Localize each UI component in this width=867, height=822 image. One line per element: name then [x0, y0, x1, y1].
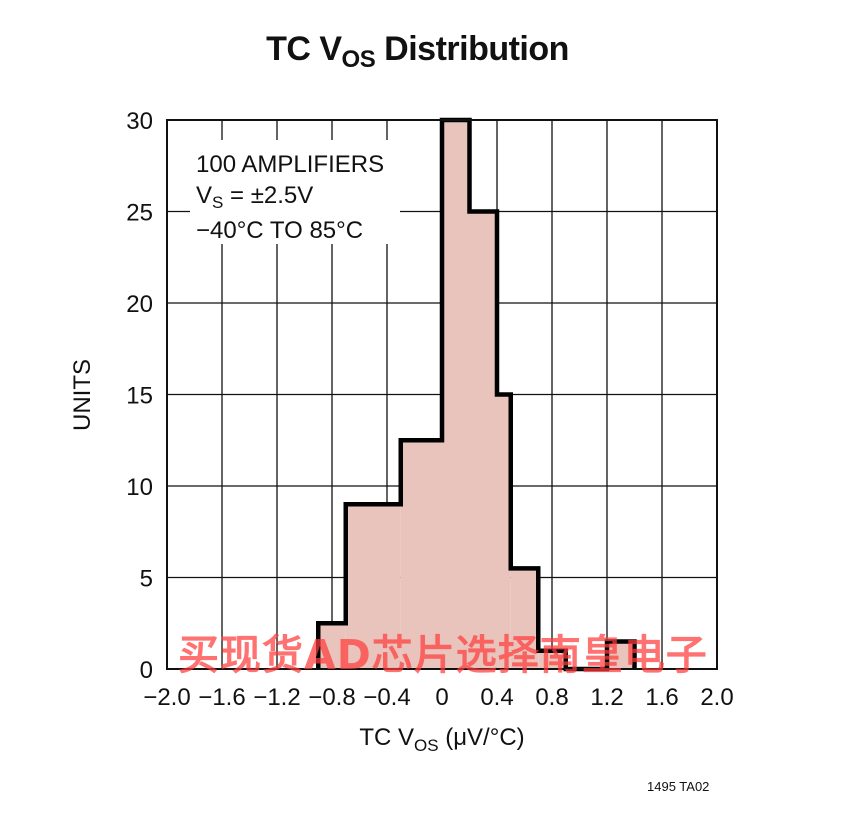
y-tick-labels: 0 5 10 15 20 25 30: [126, 108, 153, 684]
annotation-box-background: [190, 140, 400, 244]
histogram-bar: [442, 120, 470, 669]
x-tick-label: 0.4: [480, 684, 513, 711]
x-tick-label: −0.4: [363, 684, 410, 711]
histogram-bar: [469, 211, 497, 669]
histogram-bar: [318, 623, 346, 669]
histogram-bar: [538, 650, 566, 669]
watermark-text: 买现货AD芯片选择南皇电子: [178, 631, 708, 679]
x-tick-label: 1.2: [590, 684, 623, 711]
chart-title: TC VOS Distribution: [266, 30, 569, 73]
y-tick-label: 25: [126, 200, 153, 227]
histogram-bar: [345, 504, 401, 669]
x-axis-label: TC VOS (μV/°C): [359, 724, 524, 755]
x-tick-label: −0.8: [308, 684, 355, 711]
histogram-bar: [607, 641, 635, 669]
x-tick-label: 0: [435, 684, 448, 711]
histogram-bar: [497, 394, 511, 669]
y-tick-label: 15: [126, 383, 153, 410]
annotation-line-3: −40°C TO 85°C: [196, 217, 363, 244]
x-tick-label: 2.0: [700, 684, 733, 711]
y-tick-label: 10: [126, 474, 153, 501]
part-number: 1495 TA02: [647, 779, 710, 794]
plot-frame: [166, 119, 718, 670]
x-tick-label: −1.6: [198, 684, 245, 711]
x-tick-label: 0.8: [535, 684, 568, 711]
x-tick-label: 1.6: [645, 684, 678, 711]
x-tick-label: −2.0: [143, 684, 190, 711]
y-tick-label: 30: [126, 108, 153, 135]
x-tick-label: −1.2: [253, 684, 300, 711]
annotation-line-1: 100 AMPLIFIERS: [196, 151, 384, 178]
histogram-bar: [510, 568, 539, 669]
x-tick-labels: −2.0 −1.6 −1.2 −0.8 −0.4 0 0.4 0.8 1.2 1.6 2.0: [143, 684, 733, 711]
y-tick-label: 5: [140, 566, 153, 593]
histogram-bars: [318, 120, 635, 669]
y-tick-label: 20: [126, 291, 153, 318]
y-tick-label: 0: [140, 657, 153, 684]
y-axis-label: UNITS: [69, 359, 96, 431]
histogram-bar: [400, 440, 442, 669]
annotation-line-2: VS = ±2.5V: [196, 182, 313, 212]
